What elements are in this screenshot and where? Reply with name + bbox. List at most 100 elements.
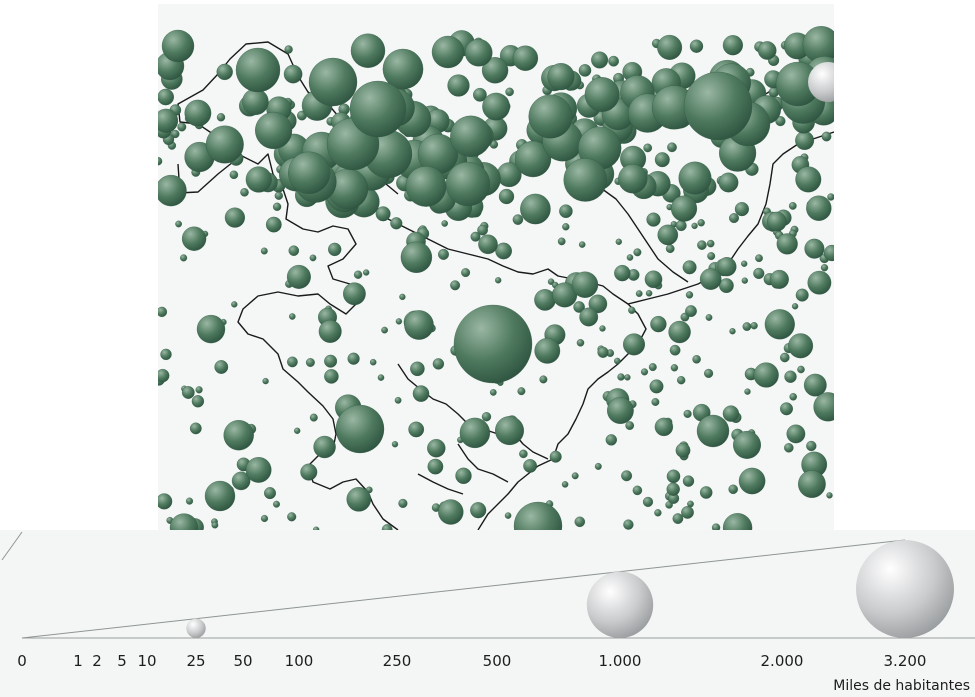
city-sphere xyxy=(427,439,446,458)
city-sphere xyxy=(283,64,303,84)
city-sphere xyxy=(539,375,548,384)
city-sphere xyxy=(350,33,386,68)
city-sphere xyxy=(668,320,691,344)
city-sphere xyxy=(181,386,195,399)
city-sphere xyxy=(517,387,526,396)
city-sphere xyxy=(744,388,751,395)
city-sphere xyxy=(505,87,514,97)
city-sphere xyxy=(704,368,714,378)
city-sphere xyxy=(482,92,510,121)
city-sphere xyxy=(432,358,445,370)
city-sphere xyxy=(623,333,645,356)
city-sphere xyxy=(697,219,705,227)
city-sphere xyxy=(324,354,338,368)
city-sphere xyxy=(349,80,407,138)
city-sphere xyxy=(184,99,212,127)
legend-sphere-25 xyxy=(186,618,206,638)
legend-unit-label: Miles de habitantes xyxy=(833,678,970,694)
city-sphere xyxy=(400,241,433,273)
city-sphere xyxy=(722,35,743,56)
city-sphere xyxy=(798,470,826,498)
city-sphere xyxy=(803,373,827,397)
city-sphere xyxy=(584,77,620,112)
legend-tick-label: 250 xyxy=(383,652,412,670)
city-sphere xyxy=(405,166,447,207)
city-sphere xyxy=(489,389,497,396)
city-sphere xyxy=(216,113,226,122)
city-sphere xyxy=(528,94,573,139)
city-sphere xyxy=(617,373,625,381)
city-sphere xyxy=(642,496,654,507)
city-sphere xyxy=(288,245,300,256)
map-panel xyxy=(158,4,834,530)
legend-tick-label: 50 xyxy=(233,652,252,670)
city-sphere xyxy=(273,500,280,508)
city-sphere xyxy=(561,481,569,488)
boundary-line-11 xyxy=(457,443,509,483)
city-sphere xyxy=(786,424,806,444)
city-sphere xyxy=(672,513,684,524)
city-sphere xyxy=(353,270,363,279)
city-sphere xyxy=(481,412,492,422)
city-sphere xyxy=(607,397,634,424)
city-sphere xyxy=(495,416,524,446)
city-sphere xyxy=(453,304,533,384)
city-sphere xyxy=(753,267,765,279)
city-sphere xyxy=(464,38,493,67)
city-sphere xyxy=(685,305,697,317)
city-sphere xyxy=(733,430,761,459)
city-sphere xyxy=(633,248,642,257)
city-sphere xyxy=(447,74,470,97)
city-sphere xyxy=(753,362,779,388)
city-sphere xyxy=(791,303,799,310)
city-sphere xyxy=(769,269,789,289)
city-sphere xyxy=(667,142,677,153)
city-sphere xyxy=(495,277,502,284)
city-sphere xyxy=(347,352,360,365)
city-sphere xyxy=(513,501,563,530)
city-sphere xyxy=(729,213,739,224)
city-sphere xyxy=(719,278,734,293)
legend-tick-label: 500 xyxy=(483,652,512,670)
city-sphere xyxy=(470,231,481,242)
city-sphere xyxy=(191,395,205,408)
city-sphere xyxy=(571,472,579,480)
city-sphere xyxy=(806,440,817,452)
city-sphere xyxy=(459,417,491,449)
city-sphere xyxy=(369,358,377,366)
city-sphere xyxy=(231,301,238,308)
city-sphere xyxy=(750,322,758,330)
city-sphere xyxy=(670,364,679,372)
city-sphere xyxy=(395,318,403,325)
city-sphere xyxy=(605,434,617,446)
city-sphere xyxy=(287,356,298,368)
legend-tick-label: 100 xyxy=(285,652,314,670)
city-sphere xyxy=(391,441,399,448)
city-sphere xyxy=(390,217,403,230)
city-sphere xyxy=(171,129,180,139)
city-sphere xyxy=(445,161,491,207)
city-sphere xyxy=(262,377,269,385)
city-sphere xyxy=(410,361,425,377)
city-sphere xyxy=(450,280,461,291)
city-sphere xyxy=(755,254,763,263)
city-sphere xyxy=(707,252,716,261)
legend-edge-line xyxy=(1,531,23,561)
city-sphere xyxy=(284,45,293,54)
legend-sphere-1000 xyxy=(586,571,654,638)
city-sphere xyxy=(813,392,834,422)
city-sphere xyxy=(481,57,509,84)
city-sphere xyxy=(635,290,643,297)
city-sphere xyxy=(534,337,561,364)
city-sphere xyxy=(375,206,391,222)
city-sphere xyxy=(614,264,631,282)
city-sphere xyxy=(264,487,276,500)
city-sphere xyxy=(224,207,245,228)
city-sphere xyxy=(478,234,498,255)
city-sphere xyxy=(795,288,809,302)
population-legend: 0 1 2 5 10 25 50 100 250 500 1.000 2.000 3.200Miles … xyxy=(1,531,975,694)
city-sphere xyxy=(681,506,694,519)
city-sphere xyxy=(288,151,331,194)
city-sphere xyxy=(618,164,648,194)
city-sphere xyxy=(377,374,385,381)
